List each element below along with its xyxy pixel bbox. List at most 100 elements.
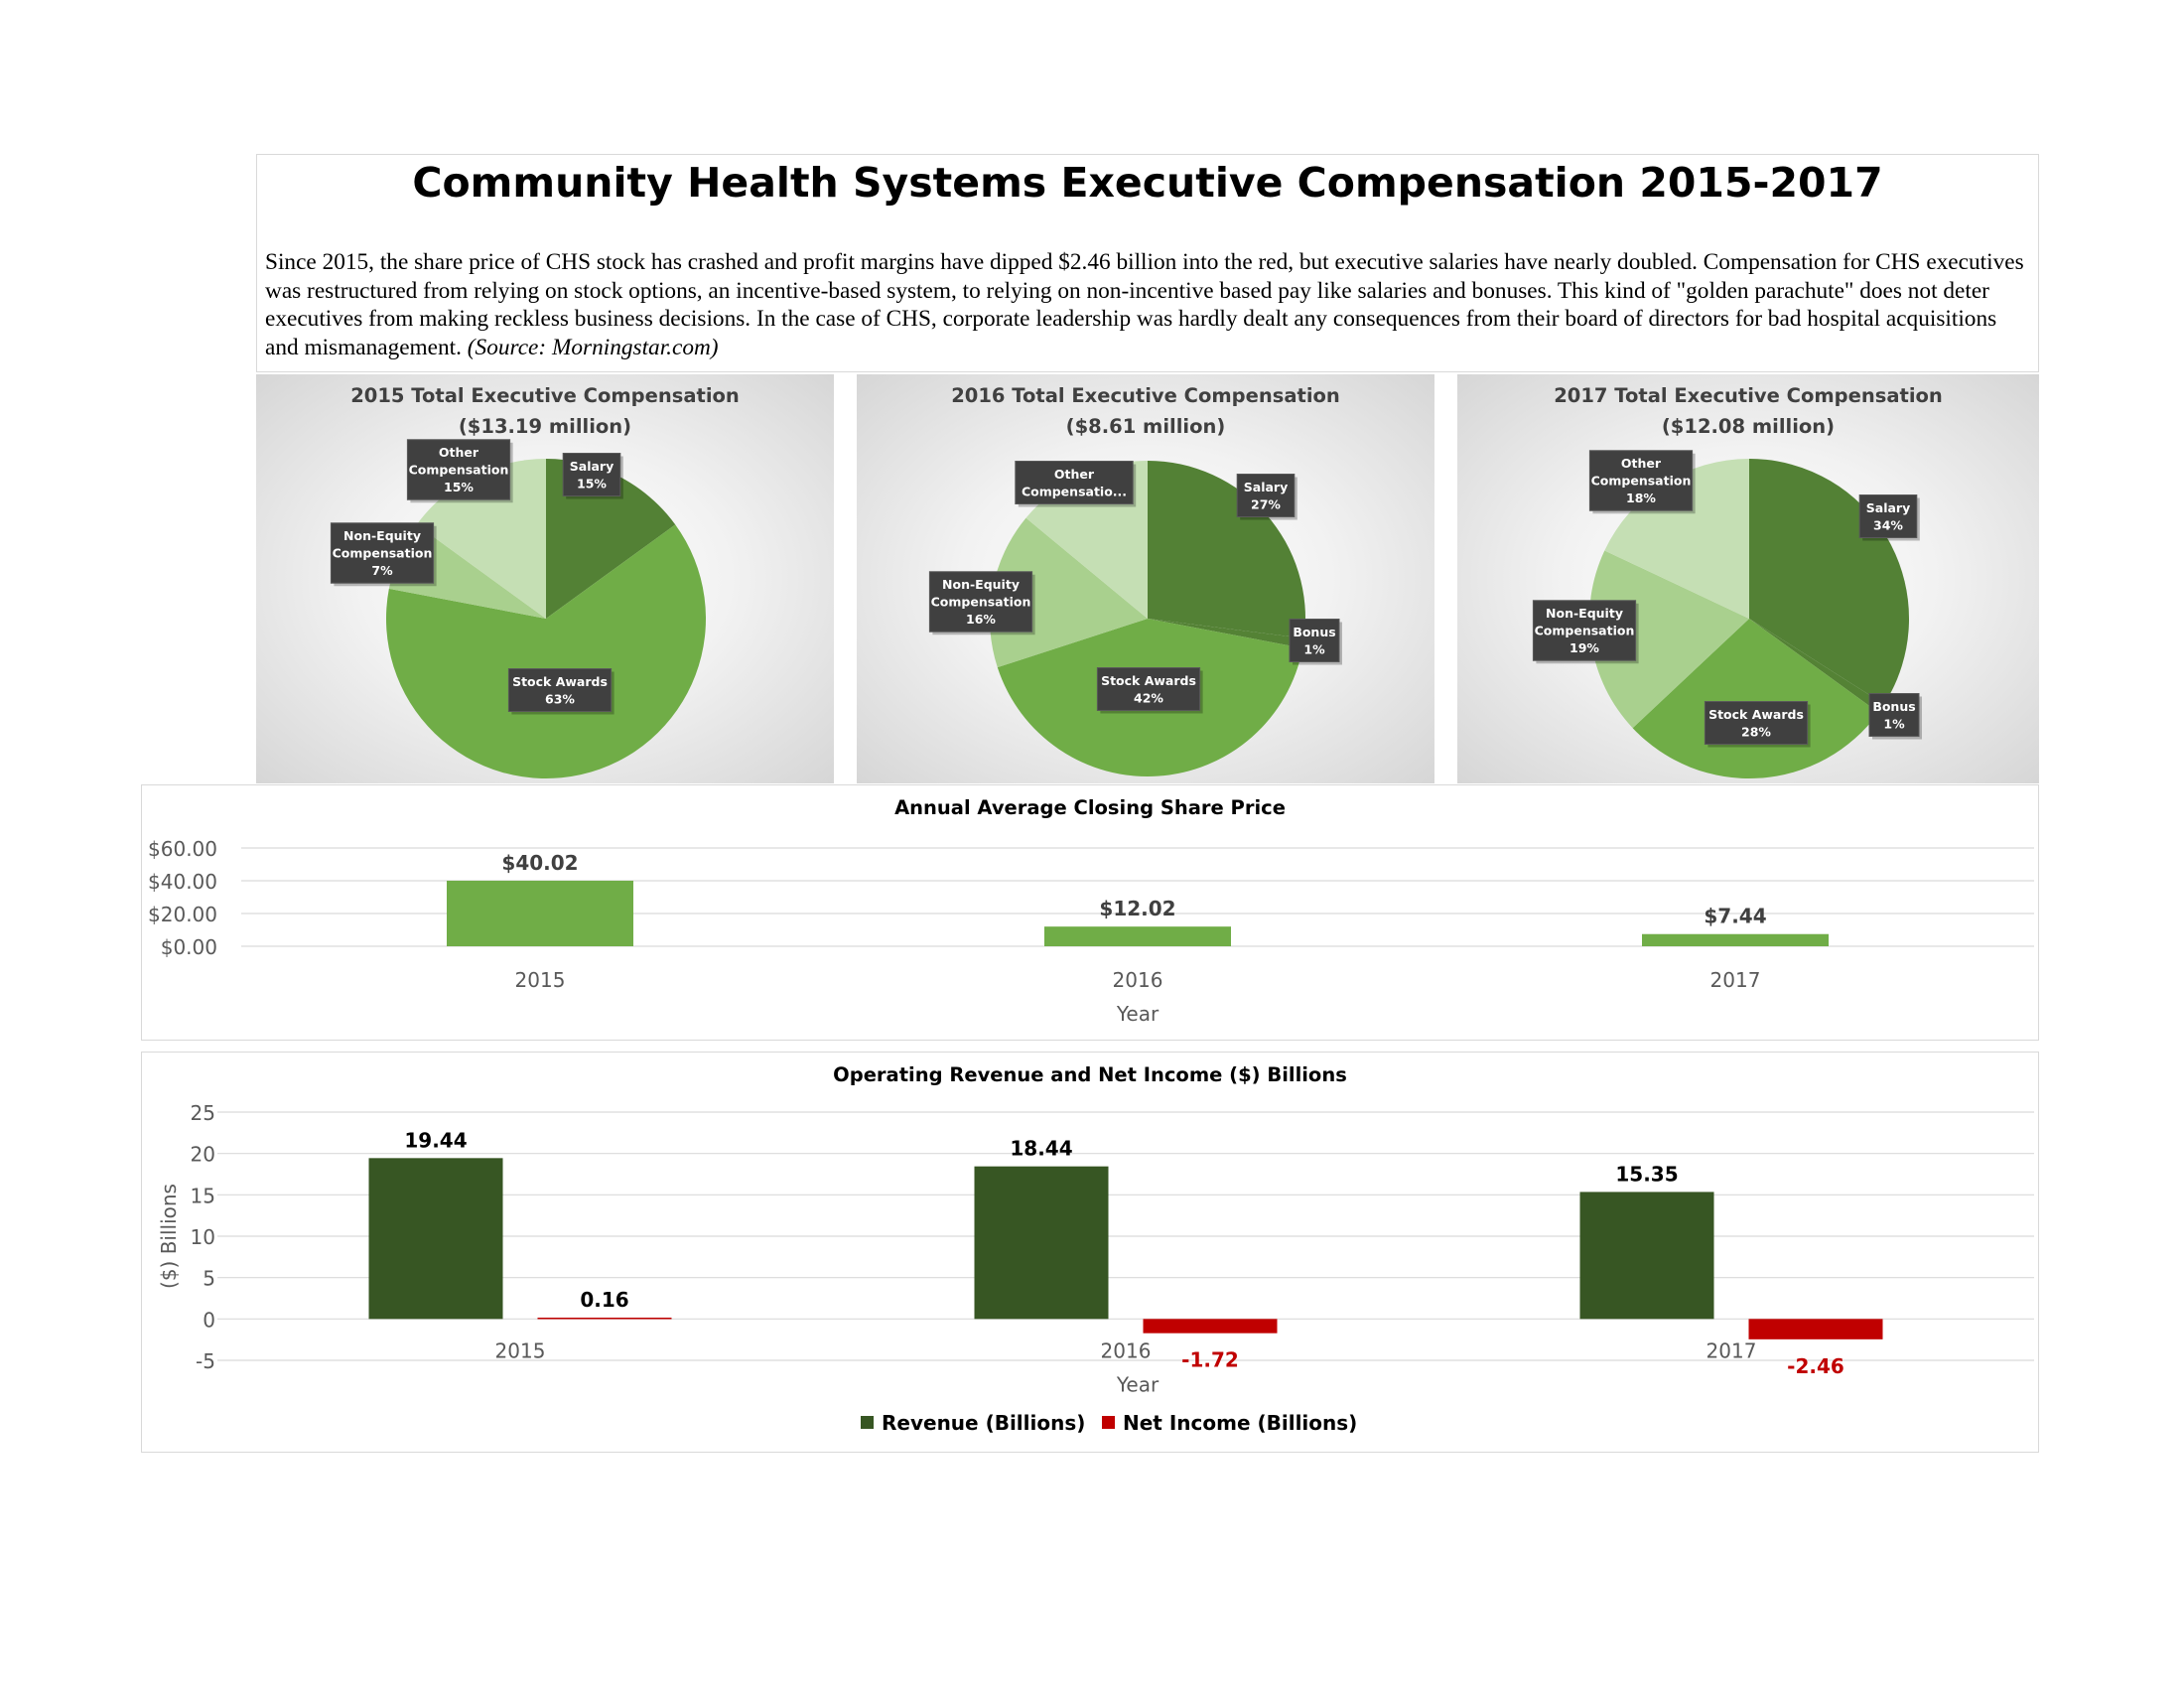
pie-label-bonus: Bonus 1% bbox=[1868, 693, 1922, 740]
pie-label-stock-awards: Stock Awards 28% bbox=[1704, 701, 1811, 748]
pie-label-percent: 34% bbox=[1873, 517, 1903, 532]
pie-slice-stock-awards bbox=[385, 524, 706, 779]
pie-title-2016: 2016 Total Executive Compensation bbox=[951, 384, 1340, 407]
pie-svg-2015: 2015 Total Executive Compensation ($13.19… bbox=[330, 384, 740, 779]
y-tick-label: 10 bbox=[191, 1225, 215, 1249]
pie-label-name: Stock Awards bbox=[1101, 673, 1196, 688]
pie-label-name: Bonus bbox=[1872, 699, 1915, 714]
pie-slice-other-compensation bbox=[1604, 459, 1749, 619]
revenue-bar-2017 bbox=[1579, 1192, 1714, 1320]
x-tick-label: 2015 bbox=[495, 1338, 546, 1362]
pie-label-percent: 15% bbox=[577, 476, 607, 491]
net-income-bar-2017 bbox=[1748, 1319, 1883, 1339]
net-income-bar-2016 bbox=[1143, 1319, 1278, 1334]
pie-slice-non-equity-compensation bbox=[1589, 550, 1749, 729]
pie-label-percent: 7% bbox=[371, 563, 393, 578]
x-axis-title: Year bbox=[1116, 1372, 1160, 1396]
pie-label-percent: 18% bbox=[1626, 491, 1656, 505]
pie-label-name: Other bbox=[1054, 467, 1095, 482]
pie-label-name: Other bbox=[439, 445, 479, 460]
pie-chart-2016: 2016 Total Executive Compensation ($8.61 … bbox=[857, 374, 1434, 783]
pie-title-2015: 2015 Total Executive Compensation bbox=[350, 384, 740, 407]
legend-swatch bbox=[861, 1416, 874, 1429]
pie-label-other-compensatio: Other Compensatio... bbox=[1015, 461, 1137, 507]
share-chart-title: Annual Average Closing Share Price bbox=[894, 796, 1286, 819]
y-tick-label: 5 bbox=[203, 1267, 215, 1291]
y-tick-label: $60.00 bbox=[148, 837, 217, 861]
pie-label-box bbox=[330, 522, 435, 584]
pie-label-percent: 1% bbox=[1883, 716, 1905, 731]
share-price-chart: Annual Average Closing Share Price $0.00 $… bbox=[141, 784, 2039, 1041]
pie-label-bonus: Bonus 1% bbox=[1289, 619, 1342, 665]
pie-subtitle-2016: ($8.61 million) bbox=[1066, 415, 1226, 438]
revenue-income-svg: Operating Revenue and Net Income ($) Bil… bbox=[157, 1063, 2034, 1435]
pie-label-box bbox=[507, 668, 613, 712]
net-income-value-label: -1.72 bbox=[1181, 1348, 1239, 1372]
pie-slice-bonus bbox=[1749, 619, 1884, 713]
intro-text: Since 2015, the share price of CHS stock… bbox=[265, 249, 2024, 360]
revenue-bar-2016 bbox=[974, 1166, 1109, 1320]
pie-label-box bbox=[1096, 667, 1201, 711]
pie-label-name: Compensation bbox=[1591, 474, 1692, 489]
pie-label-name: Salary bbox=[1866, 500, 1910, 515]
pie-label-other-compensation: Other Compensation 18% bbox=[1588, 450, 1696, 514]
pie-label-stock-awards: Stock Awards 42% bbox=[1096, 667, 1203, 714]
share-bar-2016 bbox=[1044, 926, 1231, 946]
revenue-value-label: 15.35 bbox=[1615, 1162, 1678, 1186]
net-income-bar-2015 bbox=[537, 1318, 672, 1320]
y-tick-label: -5 bbox=[196, 1349, 215, 1373]
pie-label-percent: 42% bbox=[1134, 690, 1163, 705]
pie-slice-salary bbox=[1148, 461, 1306, 638]
pie-label-percent: 28% bbox=[1741, 724, 1771, 739]
share-value-label: $12.02 bbox=[1099, 897, 1175, 920]
pie-chart-2017: 2017 Total Executive Compensation ($12.08… bbox=[1457, 374, 2039, 783]
pie-label-box bbox=[1289, 619, 1340, 662]
x-tick-label: 2015 bbox=[515, 968, 566, 992]
pie-title-2017: 2017 Total Executive Compensation bbox=[1554, 384, 1943, 407]
pie-label-percent: 63% bbox=[545, 691, 575, 706]
pie-label-other-compensation: Other Compensation 15% bbox=[406, 439, 513, 503]
revenue-income-chart: Operating Revenue and Net Income ($) Bil… bbox=[141, 1052, 2039, 1453]
revenue-chart-title: Operating Revenue and Net Income ($) Bil… bbox=[833, 1063, 1347, 1086]
pie-label-name: Stock Awards bbox=[1708, 707, 1804, 722]
pie-subtitle-2015: ($13.19 million) bbox=[459, 415, 631, 438]
legend-item-net-income-billions: Net Income (Billions) bbox=[1102, 1411, 1357, 1435]
legend-item-revenue-billions: Revenue (Billions) bbox=[861, 1411, 1085, 1435]
pie-label-box bbox=[1858, 494, 1918, 538]
y-tick-label: $20.00 bbox=[148, 903, 217, 926]
pie-label-name: Compensatio... bbox=[1022, 484, 1127, 498]
pie-label-name: Salary bbox=[1244, 480, 1288, 494]
x-tick-label: 2016 bbox=[1113, 968, 1163, 992]
legend-label: Revenue (Billions) bbox=[882, 1411, 1085, 1435]
pie-label-box bbox=[1532, 600, 1637, 661]
pie-svg-2017: 2017 Total Executive Compensation ($12.08… bbox=[1532, 384, 1943, 778]
x-tick-label: 2016 bbox=[1101, 1338, 1152, 1362]
share-bar-2015 bbox=[447, 880, 633, 946]
share-price-svg: Annual Average Closing Share Price $0.00 $… bbox=[148, 796, 2034, 1026]
pie-label-name: Compensation bbox=[333, 546, 433, 561]
pie-label-name: Bonus bbox=[1293, 625, 1335, 639]
page-title: Community Health Systems Executive Compe… bbox=[412, 159, 1883, 207]
pie-subtitle-2017: ($12.08 million) bbox=[1662, 415, 1835, 438]
revenue-value-label: 19.44 bbox=[404, 1128, 467, 1152]
revenue-bar-2015 bbox=[368, 1158, 503, 1320]
pie-slice-salary bbox=[546, 459, 676, 619]
pie-slice-bonus bbox=[1148, 619, 1304, 648]
pie-label-name: Salary bbox=[570, 459, 614, 474]
share-bar-2017 bbox=[1642, 933, 1829, 946]
pie-label-percent: 15% bbox=[444, 480, 474, 494]
pie-label-name: Compensation bbox=[931, 595, 1031, 610]
legend-label: Net Income (Billions) bbox=[1123, 1411, 1357, 1435]
pie-label-name: Non-Equity bbox=[942, 577, 1020, 592]
pie-label-non-equity-compensation: Non-Equity Compensation 16% bbox=[928, 571, 1035, 635]
share-value-label: $40.02 bbox=[501, 851, 578, 875]
pie-label-box bbox=[1704, 701, 1809, 745]
pie-label-stock-awards: Stock Awards 63% bbox=[507, 668, 614, 715]
y-tick-label: $0.00 bbox=[161, 935, 217, 959]
pie-label-percent: 16% bbox=[966, 612, 996, 627]
y-tick-label: 20 bbox=[191, 1143, 215, 1167]
pie-label-box bbox=[1588, 450, 1694, 511]
pie-label-box bbox=[1868, 693, 1920, 737]
pie-label-percent: 1% bbox=[1303, 641, 1325, 656]
source-note: (Source: Morningstar.com) bbox=[467, 334, 719, 360]
